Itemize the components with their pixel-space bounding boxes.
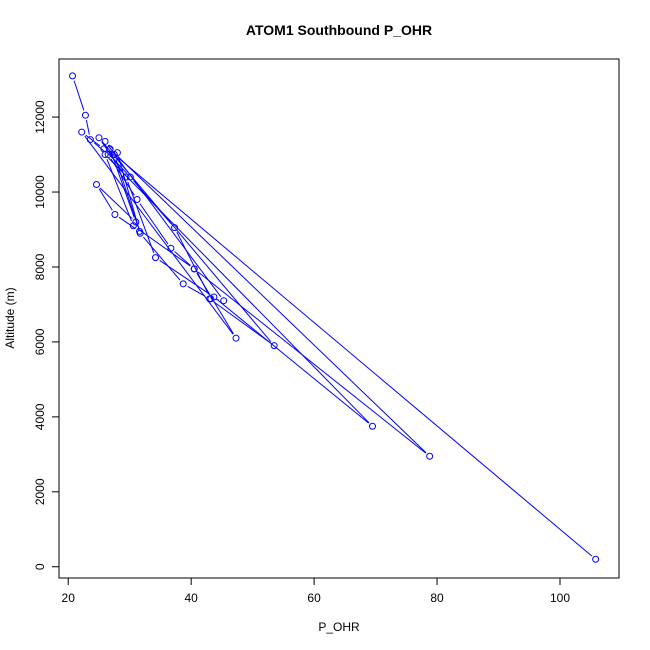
data-point bbox=[69, 72, 77, 80]
series-segment bbox=[73, 80, 85, 111]
series-segment bbox=[118, 157, 140, 229]
series-segment bbox=[99, 187, 133, 219]
data-point bbox=[111, 211, 119, 219]
series-segment bbox=[111, 153, 135, 218]
series-segment bbox=[85, 120, 90, 135]
series-segment bbox=[113, 152, 427, 454]
series-segment bbox=[137, 228, 191, 267]
data-point bbox=[136, 227, 144, 235]
data-point bbox=[152, 254, 160, 262]
series-layer bbox=[69, 72, 600, 563]
x-axis: 20 40 60 80 100 bbox=[62, 577, 570, 605]
data-point bbox=[369, 422, 377, 430]
series-segment bbox=[143, 236, 181, 281]
data-point bbox=[81, 111, 89, 119]
data-point bbox=[132, 218, 140, 226]
series-segment bbox=[117, 157, 593, 557]
chart-title: ATOM1 Southbound P_OHR bbox=[246, 22, 432, 38]
y-tick-label: 6000 bbox=[33, 328, 47, 355]
data-point bbox=[167, 244, 175, 252]
data-point bbox=[426, 452, 434, 460]
series-segment bbox=[115, 159, 139, 227]
series-segment bbox=[98, 188, 113, 211]
series-segment bbox=[217, 299, 369, 424]
data-point bbox=[106, 145, 114, 153]
y-axis: 0 2000 4000 6000 8000 10000 12000 bbox=[33, 100, 60, 570]
x-tick-label: 40 bbox=[184, 591, 198, 605]
x-tick-label: 60 bbox=[307, 591, 321, 605]
data-point bbox=[101, 151, 109, 159]
data-point bbox=[122, 173, 130, 181]
data-point bbox=[210, 293, 218, 301]
data-point bbox=[206, 295, 214, 303]
series-segment bbox=[108, 157, 370, 424]
series-segment bbox=[101, 141, 272, 343]
series-segment bbox=[197, 271, 427, 454]
x-tick-label: 80 bbox=[430, 591, 444, 605]
data-point bbox=[126, 173, 134, 181]
data-point bbox=[92, 181, 100, 189]
data-point bbox=[95, 134, 103, 142]
y-axis-label: Altitude (m) bbox=[3, 287, 17, 348]
data-point bbox=[101, 137, 109, 145]
series-segment bbox=[213, 301, 271, 344]
y-tick-label: 4000 bbox=[33, 403, 47, 430]
y-tick-label: 10000 bbox=[33, 175, 47, 209]
data-point bbox=[270, 342, 278, 350]
data-point bbox=[86, 136, 94, 144]
data-point bbox=[220, 297, 228, 305]
series-segment bbox=[174, 251, 191, 266]
series-segment bbox=[187, 285, 206, 297]
data-point bbox=[110, 151, 118, 159]
data-point bbox=[78, 128, 86, 136]
series-segment bbox=[106, 159, 132, 222]
y-tick-label: 2000 bbox=[33, 478, 47, 505]
data-point bbox=[179, 280, 187, 288]
x-tick-label: 20 bbox=[62, 591, 76, 605]
y-tick-label: 8000 bbox=[33, 253, 47, 280]
series-segment bbox=[176, 231, 210, 295]
data-point bbox=[171, 224, 179, 232]
x-tick-label: 100 bbox=[550, 591, 570, 605]
x-axis-label: P_OHR bbox=[318, 620, 360, 634]
data-point bbox=[190, 265, 198, 273]
y-tick-label: 0 bbox=[33, 563, 47, 570]
series-segment bbox=[118, 216, 136, 229]
data-point bbox=[133, 196, 141, 204]
series-segment bbox=[139, 203, 169, 245]
series-segment bbox=[127, 181, 155, 254]
series-segment bbox=[159, 259, 211, 295]
data-point bbox=[592, 555, 600, 563]
series-segment bbox=[93, 142, 105, 152]
y-tick-label: 12000 bbox=[33, 100, 47, 134]
data-point bbox=[232, 334, 240, 342]
